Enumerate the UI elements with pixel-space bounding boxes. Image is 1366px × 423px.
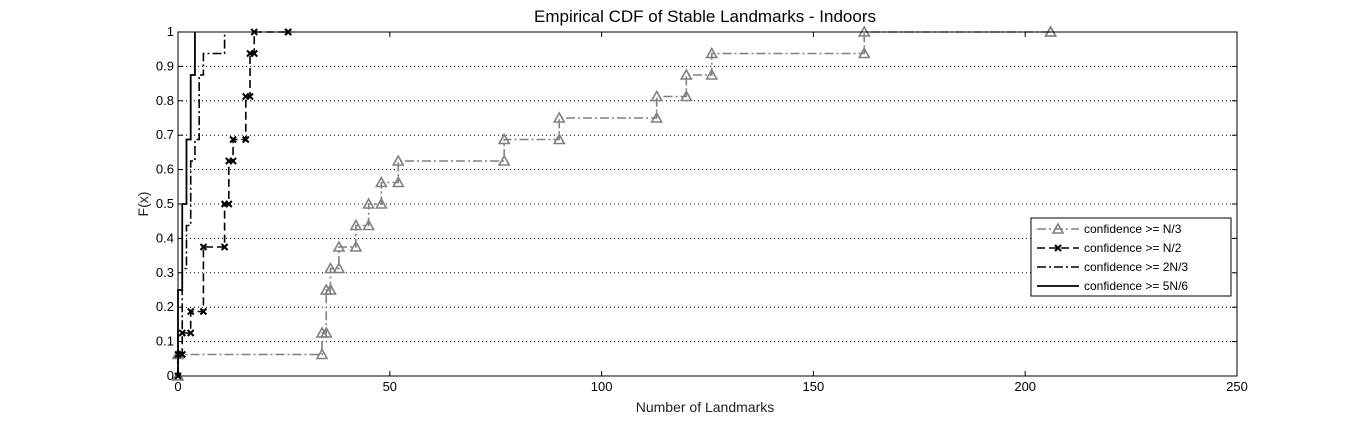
- series-1-point-3-low: [199, 307, 208, 316]
- series-line-0: [177, 31, 1051, 376]
- series-1-point-6-low: [229, 157, 237, 165]
- series-1: [174, 28, 292, 380]
- series-1-point-8-low: [246, 92, 254, 101]
- series-0-point-11-low: [650, 111, 664, 123]
- series-0-point-4: [332, 240, 346, 252]
- legend-marker-0: [1051, 222, 1065, 234]
- series-0-point-14-low: [857, 46, 871, 59]
- legend-box: [1030, 217, 1232, 297]
- series-0-point-2-low: [319, 326, 333, 338]
- x-tick-label-3: 150: [803, 379, 825, 394]
- legend-label-1: confidence >= N/2: [1084, 241, 1182, 255]
- grid-lines: [178, 65, 1237, 343]
- series-0-point-6-low: [362, 218, 375, 231]
- series-2: [177, 32, 226, 376]
- series-0-point-12-low: [679, 89, 693, 102]
- series-1-point-9-low: [250, 49, 258, 58]
- series-line-2: [177, 32, 226, 376]
- legend-label-0: confidence >= N/3: [1084, 222, 1182, 236]
- y-tick-label-0: 0: [167, 368, 174, 383]
- series-0-point-13: [705, 46, 719, 59]
- series-0-point-9-low: [497, 154, 511, 166]
- series-0-point-10: [552, 111, 566, 123]
- series-1-point-4-low: [220, 243, 229, 251]
- x-tick-label-4: 200: [1014, 379, 1036, 394]
- series-0-point-5-low: [349, 240, 363, 252]
- x-axis-ticks: 0 50 100 150 200 250: [174, 32, 1248, 394]
- series-0-point-3: [324, 261, 337, 274]
- series-1-point-5-low: [225, 200, 233, 208]
- legend: confidence >= N/3 confidence >= N/2 confid…: [1030, 217, 1232, 297]
- series-0-point-10-low: [552, 132, 566, 145]
- y-tick-label-8: 0.8: [156, 93, 174, 108]
- x-tick-label-2: 100: [591, 379, 613, 394]
- series-0-point-4-low: [332, 261, 346, 274]
- legend-label-3: confidence >= 5N/6: [1084, 279, 1188, 293]
- y-tick-label-3: 0.3: [156, 265, 174, 280]
- x-tick-label-0: 0: [174, 379, 181, 394]
- series-1-point-6: [229, 135, 237, 144]
- x-tick-label-1: 50: [383, 379, 397, 394]
- y-tick-label-2: 0.2: [156, 299, 174, 314]
- y-tick-label-1: 0.1: [156, 334, 174, 349]
- series-0-point-1-low: [315, 347, 329, 360]
- y-tick-label-9: 0.9: [156, 58, 174, 73]
- series-0-point-13-low: [705, 68, 719, 80]
- series-0-point-8-low: [391, 175, 405, 188]
- y-tick-label-6: 0.6: [156, 162, 174, 177]
- series-0-point-8: [391, 154, 405, 166]
- series-1-point-7-low: [242, 135, 250, 144]
- series-1-point-1-low: [178, 350, 186, 359]
- series-line-3: [177, 32, 196, 376]
- series-3: [177, 32, 196, 376]
- series-0-point-7-low: [374, 197, 388, 209]
- series-0-point-9: [497, 132, 511, 145]
- x-axis-label: Number of Landmarks: [636, 399, 775, 415]
- y-axis-ticks: 0 0.1 0.2 0.3 0.4 0.5 0.6 0.7 0.8 0.9 1: [156, 24, 1237, 383]
- series-1-point-2-low: [187, 329, 195, 337]
- series-0-point-7: [374, 175, 388, 188]
- series-1-point-2: [187, 307, 195, 316]
- y-tick-label-7: 0.7: [156, 127, 174, 142]
- chart-title: Empirical CDF of Stable Landmarks - Indo…: [534, 7, 876, 26]
- y-axis-label: F(x): [135, 192, 151, 217]
- legend-label-2: confidence >= 2N/3: [1084, 260, 1188, 274]
- series-0-point-5: [349, 218, 363, 231]
- series-0-point-12: [679, 68, 693, 80]
- series-0-point-6: [362, 197, 375, 209]
- y-tick-label-4: 0.4: [156, 230, 174, 245]
- x-tick-label-5: 250: [1226, 379, 1248, 394]
- series-0-point-11: [650, 89, 664, 102]
- y-tick-label-10: 1: [167, 24, 174, 39]
- series-1-point-3: [199, 243, 208, 251]
- y-tick-label-5: 0.5: [156, 196, 174, 211]
- series-0-point-3-low: [324, 283, 337, 295]
- legend-marker-1: [1054, 244, 1062, 252]
